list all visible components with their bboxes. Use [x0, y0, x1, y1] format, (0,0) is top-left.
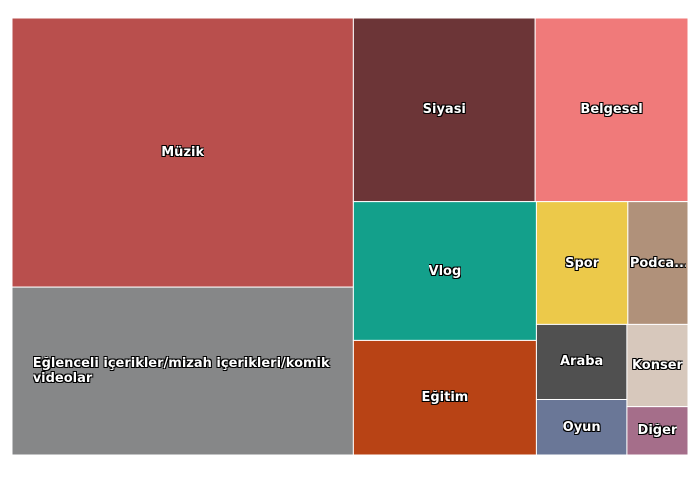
tile-label-box: Belgesel — [535, 18, 688, 202]
tile-label-wrap: Eğitim — [353, 340, 536, 455]
tile-label-box: Siyasi — [353, 18, 535, 202]
tile-label: Araba — [560, 354, 604, 370]
tile-label: Müzik — [161, 145, 205, 161]
tile-label-box: Vlog — [353, 202, 536, 341]
treemap-tile — [534, 17, 689, 203]
tile-label: Eğlenceli içerikler/mizah içerikleri/kom… — [32, 356, 330, 387]
tile-label-wrap: Spor — [536, 202, 627, 325]
tile-label: Diğer — [637, 423, 678, 439]
treemap-tile — [352, 201, 537, 341]
treemap-tile — [626, 323, 689, 408]
treemap-tile — [11, 17, 354, 288]
tile-label: Oyun — [562, 419, 601, 435]
tile-label-wrap: Vlog — [353, 202, 536, 341]
tile-label-box: Spor — [536, 202, 627, 325]
tile-label: Eğitim — [421, 390, 469, 406]
tile-label: Podca... — [629, 255, 686, 271]
treemap-tile — [352, 17, 536, 203]
tile-label: Belgesel — [580, 102, 643, 118]
tile-label-box: Eğitim — [353, 340, 536, 455]
tile-label-wrap: Araba — [536, 324, 626, 399]
tile-label-wrap: Müzik — [12, 18, 353, 287]
tile-label-box: Diğer — [627, 407, 688, 455]
treemap-tile — [626, 406, 689, 456]
tile-label-wrap: Konser — [627, 324, 688, 406]
tile-label-box: Eğlenceli içerikler/mizah içerikleri/kom… — [12, 287, 353, 455]
tile-label-box: Araba — [536, 324, 626, 399]
tile-label-box: Konser — [627, 324, 688, 406]
tile-label-wrap: Belgesel — [535, 18, 688, 202]
treemap-tile — [11, 286, 354, 456]
tile-label-box: Podca... — [628, 202, 688, 325]
treemap-tile — [352, 339, 537, 456]
tile-label-wrap: Siyasi — [353, 18, 535, 202]
tile-label-wrap: Diğer — [627, 407, 688, 455]
tile-label: Spor — [565, 255, 600, 271]
tile-label: Siyasi — [422, 102, 466, 118]
treemap-tile — [627, 201, 689, 325]
tile-label: Vlog — [428, 263, 462, 279]
tile-label: Konser — [631, 358, 683, 374]
tile-label-box: Oyun — [536, 400, 626, 455]
tile-label-box: Müzik — [12, 18, 353, 287]
treemap-tile — [535, 399, 628, 456]
tile-label-wrap: Oyun — [536, 400, 626, 455]
tile-label-wrap: Eğlenceli içerikler/mizah içerikleri/kom… — [12, 287, 353, 455]
tile-label-wrap: Podca... — [628, 202, 688, 325]
